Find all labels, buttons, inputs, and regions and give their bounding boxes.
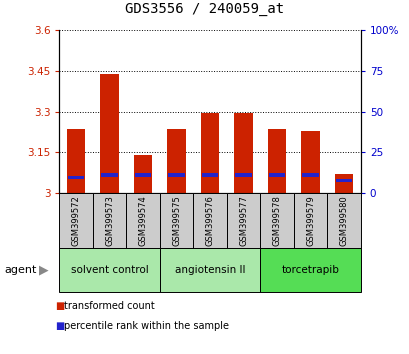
Text: GSM399577: GSM399577 [238, 195, 247, 246]
Text: GSM399573: GSM399573 [105, 195, 114, 246]
Text: GDS3556 / 240059_at: GDS3556 / 240059_at [125, 2, 284, 16]
Bar [260, 248, 360, 292]
Bar [101, 173, 118, 177]
Bar [126, 193, 160, 248]
Text: agent: agent [4, 265, 36, 275]
Bar [167, 129, 185, 193]
Text: GSM399579: GSM399579 [306, 195, 314, 246]
Bar [160, 193, 193, 248]
Bar [301, 173, 318, 177]
Text: GSM399575: GSM399575 [172, 195, 181, 246]
Text: GSM399572: GSM399572 [72, 195, 81, 246]
Bar [235, 173, 251, 177]
Text: ▶: ▶ [39, 263, 48, 276]
Bar [293, 193, 326, 248]
Bar [59, 193, 93, 248]
Bar [201, 173, 218, 177]
Text: GSM399574: GSM399574 [138, 195, 147, 246]
Bar [326, 193, 360, 248]
Text: percentile rank within the sample: percentile rank within the sample [63, 321, 228, 331]
Text: GSM399576: GSM399576 [205, 195, 214, 246]
Text: solvent control: solvent control [71, 265, 148, 275]
Bar [135, 173, 151, 177]
Bar [59, 248, 160, 292]
Bar [334, 174, 353, 193]
Text: ■: ■ [55, 301, 65, 311]
Bar [267, 129, 285, 193]
Bar [68, 176, 84, 179]
Text: GSM399580: GSM399580 [339, 195, 348, 246]
Bar [67, 129, 85, 193]
Bar [268, 173, 285, 177]
Text: angiotensin II: angiotensin II [175, 265, 245, 275]
Text: transformed count: transformed count [63, 301, 154, 311]
Bar [193, 193, 226, 248]
Text: torcetrapib: torcetrapib [281, 265, 339, 275]
Bar [168, 173, 184, 177]
Bar [134, 155, 152, 193]
Text: GSM399578: GSM399578 [272, 195, 281, 246]
Bar [200, 113, 219, 193]
Bar [301, 131, 319, 193]
Bar [93, 193, 126, 248]
Text: ■: ■ [55, 321, 65, 331]
Bar [335, 179, 351, 182]
Bar [260, 193, 293, 248]
Bar [226, 193, 260, 248]
Bar [160, 248, 260, 292]
Bar [234, 113, 252, 193]
Bar [100, 74, 119, 193]
